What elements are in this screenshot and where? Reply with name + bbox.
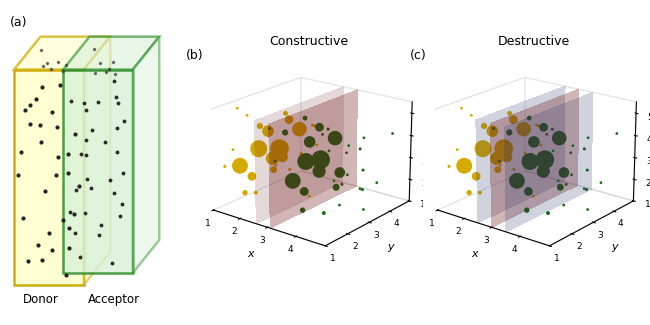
Polygon shape	[63, 70, 133, 273]
Text: (c): (c)	[410, 49, 427, 62]
Title: Constructive: Constructive	[270, 35, 349, 48]
Text: (b): (b)	[186, 49, 203, 62]
Polygon shape	[14, 70, 84, 285]
Y-axis label: y: y	[387, 242, 394, 252]
Title: Destructive: Destructive	[497, 35, 569, 48]
Text: Donor: Donor	[23, 293, 58, 306]
Text: (a): (a)	[10, 16, 28, 29]
Polygon shape	[14, 37, 111, 70]
Y-axis label: y: y	[611, 242, 618, 252]
Polygon shape	[84, 37, 111, 285]
X-axis label: x: x	[247, 249, 254, 259]
X-axis label: x: x	[471, 249, 478, 259]
Polygon shape	[133, 37, 159, 273]
Polygon shape	[63, 37, 159, 70]
Text: Acceptor: Acceptor	[88, 293, 140, 306]
